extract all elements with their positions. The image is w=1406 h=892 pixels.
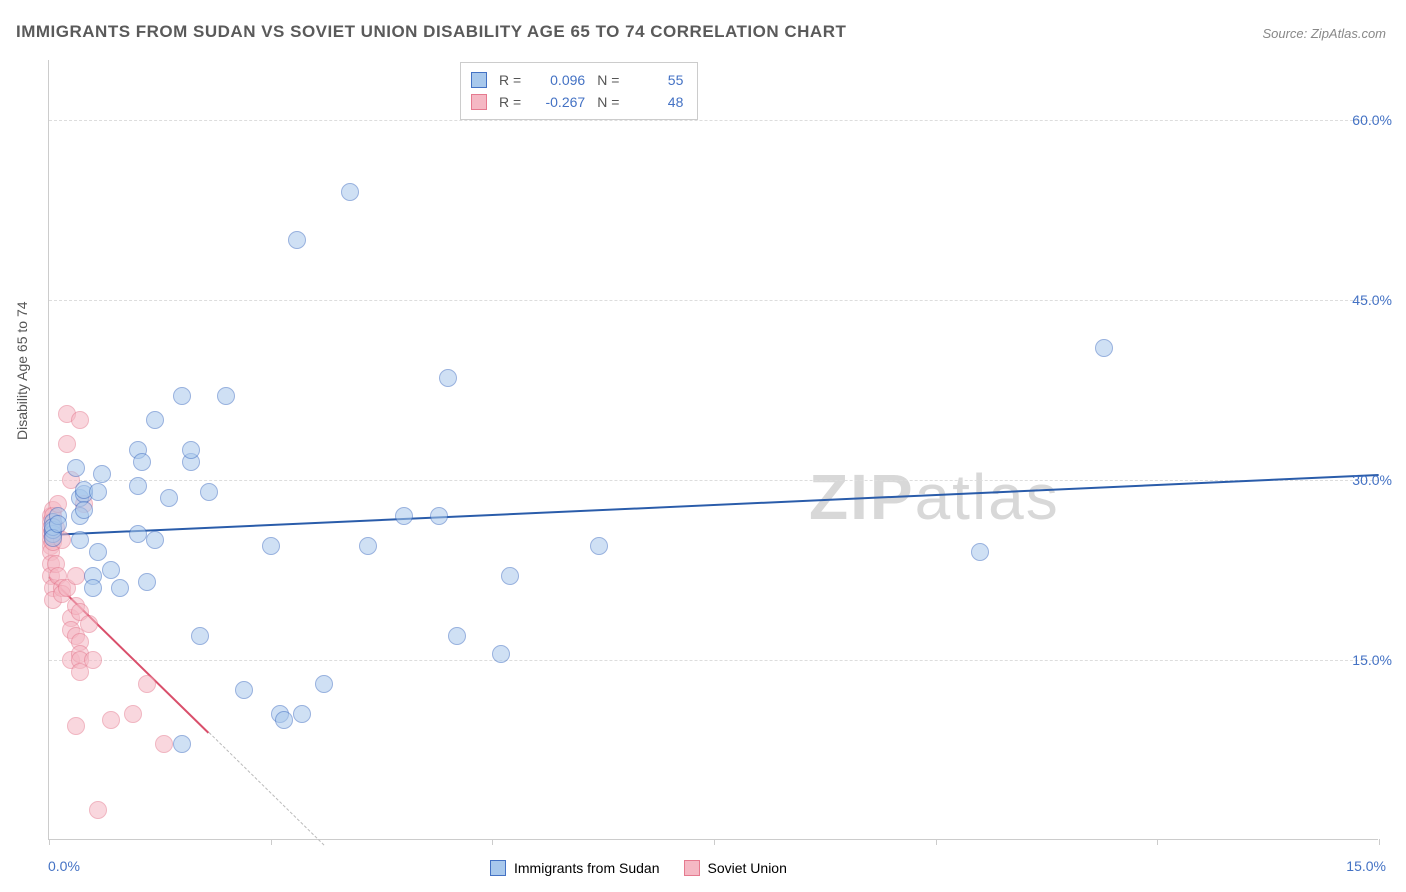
y-tick-label: 60.0%: [1352, 112, 1392, 128]
source-attribution: Source: ZipAtlas.com: [1262, 26, 1386, 41]
y-tick-label: 30.0%: [1352, 472, 1392, 488]
scatter-point: [293, 705, 311, 723]
trend-line: [49, 474, 1379, 536]
x-tick-mark: [492, 839, 493, 845]
scatter-point: [160, 489, 178, 507]
scatter-point: [235, 681, 253, 699]
scatter-point: [71, 531, 89, 549]
x-tick-mark: [936, 839, 937, 845]
watermark-rest: atlas: [915, 461, 1060, 533]
legend-label-1: Soviet Union: [708, 860, 787, 876]
scatter-point: [262, 537, 280, 555]
x-tick-mark: [714, 839, 715, 845]
scatter-point: [430, 507, 448, 525]
scatter-point: [590, 537, 608, 555]
chart-title: IMMIGRANTS FROM SUDAN VS SOVIET UNION DI…: [16, 22, 846, 42]
scatter-point: [67, 717, 85, 735]
scatter-point: [129, 525, 147, 543]
scatter-point: [439, 369, 457, 387]
scatter-point: [173, 387, 191, 405]
scatter-point: [315, 675, 333, 693]
scatter-point: [84, 651, 102, 669]
n-label: N =: [597, 69, 619, 91]
scatter-point: [102, 561, 120, 579]
scatter-point: [1095, 339, 1113, 357]
x-tick-mark: [49, 839, 50, 845]
scatter-point: [58, 435, 76, 453]
scatter-point: [138, 573, 156, 591]
scatter-point: [93, 465, 111, 483]
scatter-point: [146, 531, 164, 549]
scatter-point: [191, 627, 209, 645]
scatter-point: [288, 231, 306, 249]
scatter-point: [102, 711, 120, 729]
scatter-point: [84, 579, 102, 597]
scatter-point: [200, 483, 218, 501]
legend-swatch-0: [490, 860, 506, 876]
scatter-point: [182, 441, 200, 459]
grid-h: [49, 480, 1378, 481]
scatter-point: [75, 501, 93, 519]
scatter-point: [395, 507, 413, 525]
legend-item-0: Immigrants from Sudan: [490, 860, 660, 876]
stats-row-0: R = 0.096 N = 55: [471, 69, 683, 91]
y-axis-label: Disability Age 65 to 74: [14, 301, 30, 440]
scatter-point: [89, 483, 107, 501]
r-value-1: -0.267: [529, 91, 585, 113]
plot-area: ZIPatlas: [48, 60, 1378, 840]
scatter-point: [341, 183, 359, 201]
y-tick-label: 45.0%: [1352, 292, 1392, 308]
legend-swatch-1: [684, 860, 700, 876]
x-tick-last: 15.0%: [1346, 858, 1386, 874]
scatter-point: [501, 567, 519, 585]
scatter-point: [448, 627, 466, 645]
chart-container: IMMIGRANTS FROM SUDAN VS SOVIET UNION DI…: [0, 0, 1406, 892]
x-tick-first: 0.0%: [48, 858, 80, 874]
scatter-point: [971, 543, 989, 561]
swatch-series-0: [471, 72, 487, 88]
r-label-1: R =: [499, 91, 521, 113]
x-tick-mark: [1157, 839, 1158, 845]
legend-item-1: Soviet Union: [684, 860, 787, 876]
scatter-point: [173, 735, 191, 753]
scatter-point: [492, 645, 510, 663]
scatter-point: [138, 675, 156, 693]
stats-legend: R = 0.096 N = 55 R = -0.267 N = 48: [460, 62, 698, 120]
scatter-point: [49, 515, 67, 533]
scatter-point: [275, 711, 293, 729]
scatter-point: [111, 579, 129, 597]
scatter-point: [359, 537, 377, 555]
scatter-point: [71, 411, 89, 429]
scatter-point: [80, 615, 98, 633]
x-tick-mark: [271, 839, 272, 845]
scatter-point: [89, 801, 107, 819]
swatch-series-1: [471, 94, 487, 110]
stats-row-1: R = -0.267 N = 48: [471, 91, 683, 113]
grid-h: [49, 120, 1378, 121]
y-tick-label: 15.0%: [1352, 652, 1392, 668]
x-tick-mark: [1379, 839, 1380, 845]
scatter-point: [67, 459, 85, 477]
n-value-0: 55: [627, 69, 683, 91]
scatter-point: [129, 477, 147, 495]
r-label: R =: [499, 69, 521, 91]
legend-label-0: Immigrants from Sudan: [514, 860, 660, 876]
n-value-1: 48: [627, 91, 683, 113]
grid-h: [49, 300, 1378, 301]
scatter-point: [133, 453, 151, 471]
trend-line-dashed: [208, 732, 324, 846]
scatter-point: [89, 543, 107, 561]
grid-h: [49, 660, 1378, 661]
series-legend: Immigrants from Sudan Soviet Union: [490, 860, 787, 876]
scatter-point: [155, 735, 173, 753]
scatter-point: [146, 411, 164, 429]
scatter-point: [124, 705, 142, 723]
n-label-1: N =: [597, 91, 619, 113]
scatter-point: [67, 567, 85, 585]
r-value-0: 0.096: [529, 69, 585, 91]
scatter-point: [217, 387, 235, 405]
